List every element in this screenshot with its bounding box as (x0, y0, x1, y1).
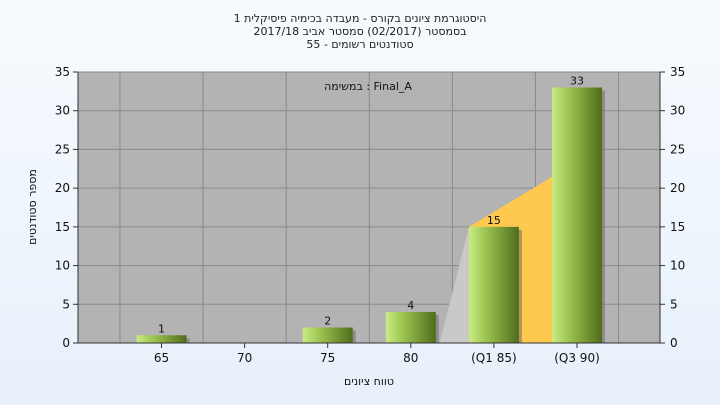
y-tick-label-right-0: 0 (670, 336, 678, 350)
y-tick-label-left-6: 30 (55, 104, 70, 118)
chart-title-line-1: היסטוגרמת ציונים בקורס - מעבדה בכימיה פי… (233, 12, 487, 25)
bar-2 (302, 327, 353, 343)
data-label-4: 15 (487, 214, 501, 227)
x-tick-label-1: 70 (237, 351, 252, 365)
y-tick-label-left-2: 10 (55, 259, 70, 273)
y-tick-label-right-5: 25 (670, 142, 685, 156)
bar-0 (136, 335, 187, 343)
y-tick-label-left-3: 15 (55, 220, 70, 234)
data-label-3: 4 (407, 299, 414, 312)
chart-annotation: במשימה : Final_A (324, 80, 412, 93)
y-tick-label-left-0: 0 (62, 336, 70, 350)
y-tick-label-right-6: 30 (670, 104, 685, 118)
bar-4 (468, 226, 519, 343)
y-tick-label-right-3: 15 (670, 220, 685, 234)
y-tick-label-left-7: 35 (55, 65, 70, 79)
y-tick-label-right-4: 20 (670, 181, 685, 195)
bar-3 (385, 312, 436, 343)
chart-title-line-2: בסמסטר (02/2017) סמסטר אביב 2017/18 (253, 25, 467, 38)
y-tick-label-right-1: 5 (670, 297, 678, 311)
x-tick-label-4: (Q1 85) (471, 351, 517, 365)
y-tick-label-left-5: 25 (55, 142, 70, 156)
bar-5 (552, 87, 602, 343)
x-tick-label-2: 75 (320, 351, 335, 365)
chart-title-line-3: סטודנטים רשומים - 55 (306, 38, 414, 51)
quartile-area-gray (439, 226, 469, 343)
data-label-5: 33 (570, 74, 584, 87)
x-tick-label-3: 80 (403, 351, 418, 365)
data-label-2: 2 (324, 315, 331, 328)
y-tick-label-left-4: 20 (55, 181, 70, 195)
y-tick-label-right-7: 35 (670, 65, 685, 79)
x-tick-label-0: 65 (154, 351, 169, 365)
axes: 0 0 5 5 10 10 15 15 20 20 25 25 30 30 35 35 65 70 75 80 (Q1 … (55, 65, 686, 365)
bars: 1 2 4 15 33 (136, 74, 605, 343)
y-tick-label-right-2: 10 (670, 259, 685, 273)
y-tick-label-left-1: 5 (62, 297, 70, 311)
y-axis-label: מספר סטודנטים (26, 169, 39, 245)
data-label-0: 1 (158, 322, 165, 335)
x-axis-label: טווח ציונים (344, 375, 394, 388)
x-tick-label-5: (Q3 90) (554, 351, 600, 365)
